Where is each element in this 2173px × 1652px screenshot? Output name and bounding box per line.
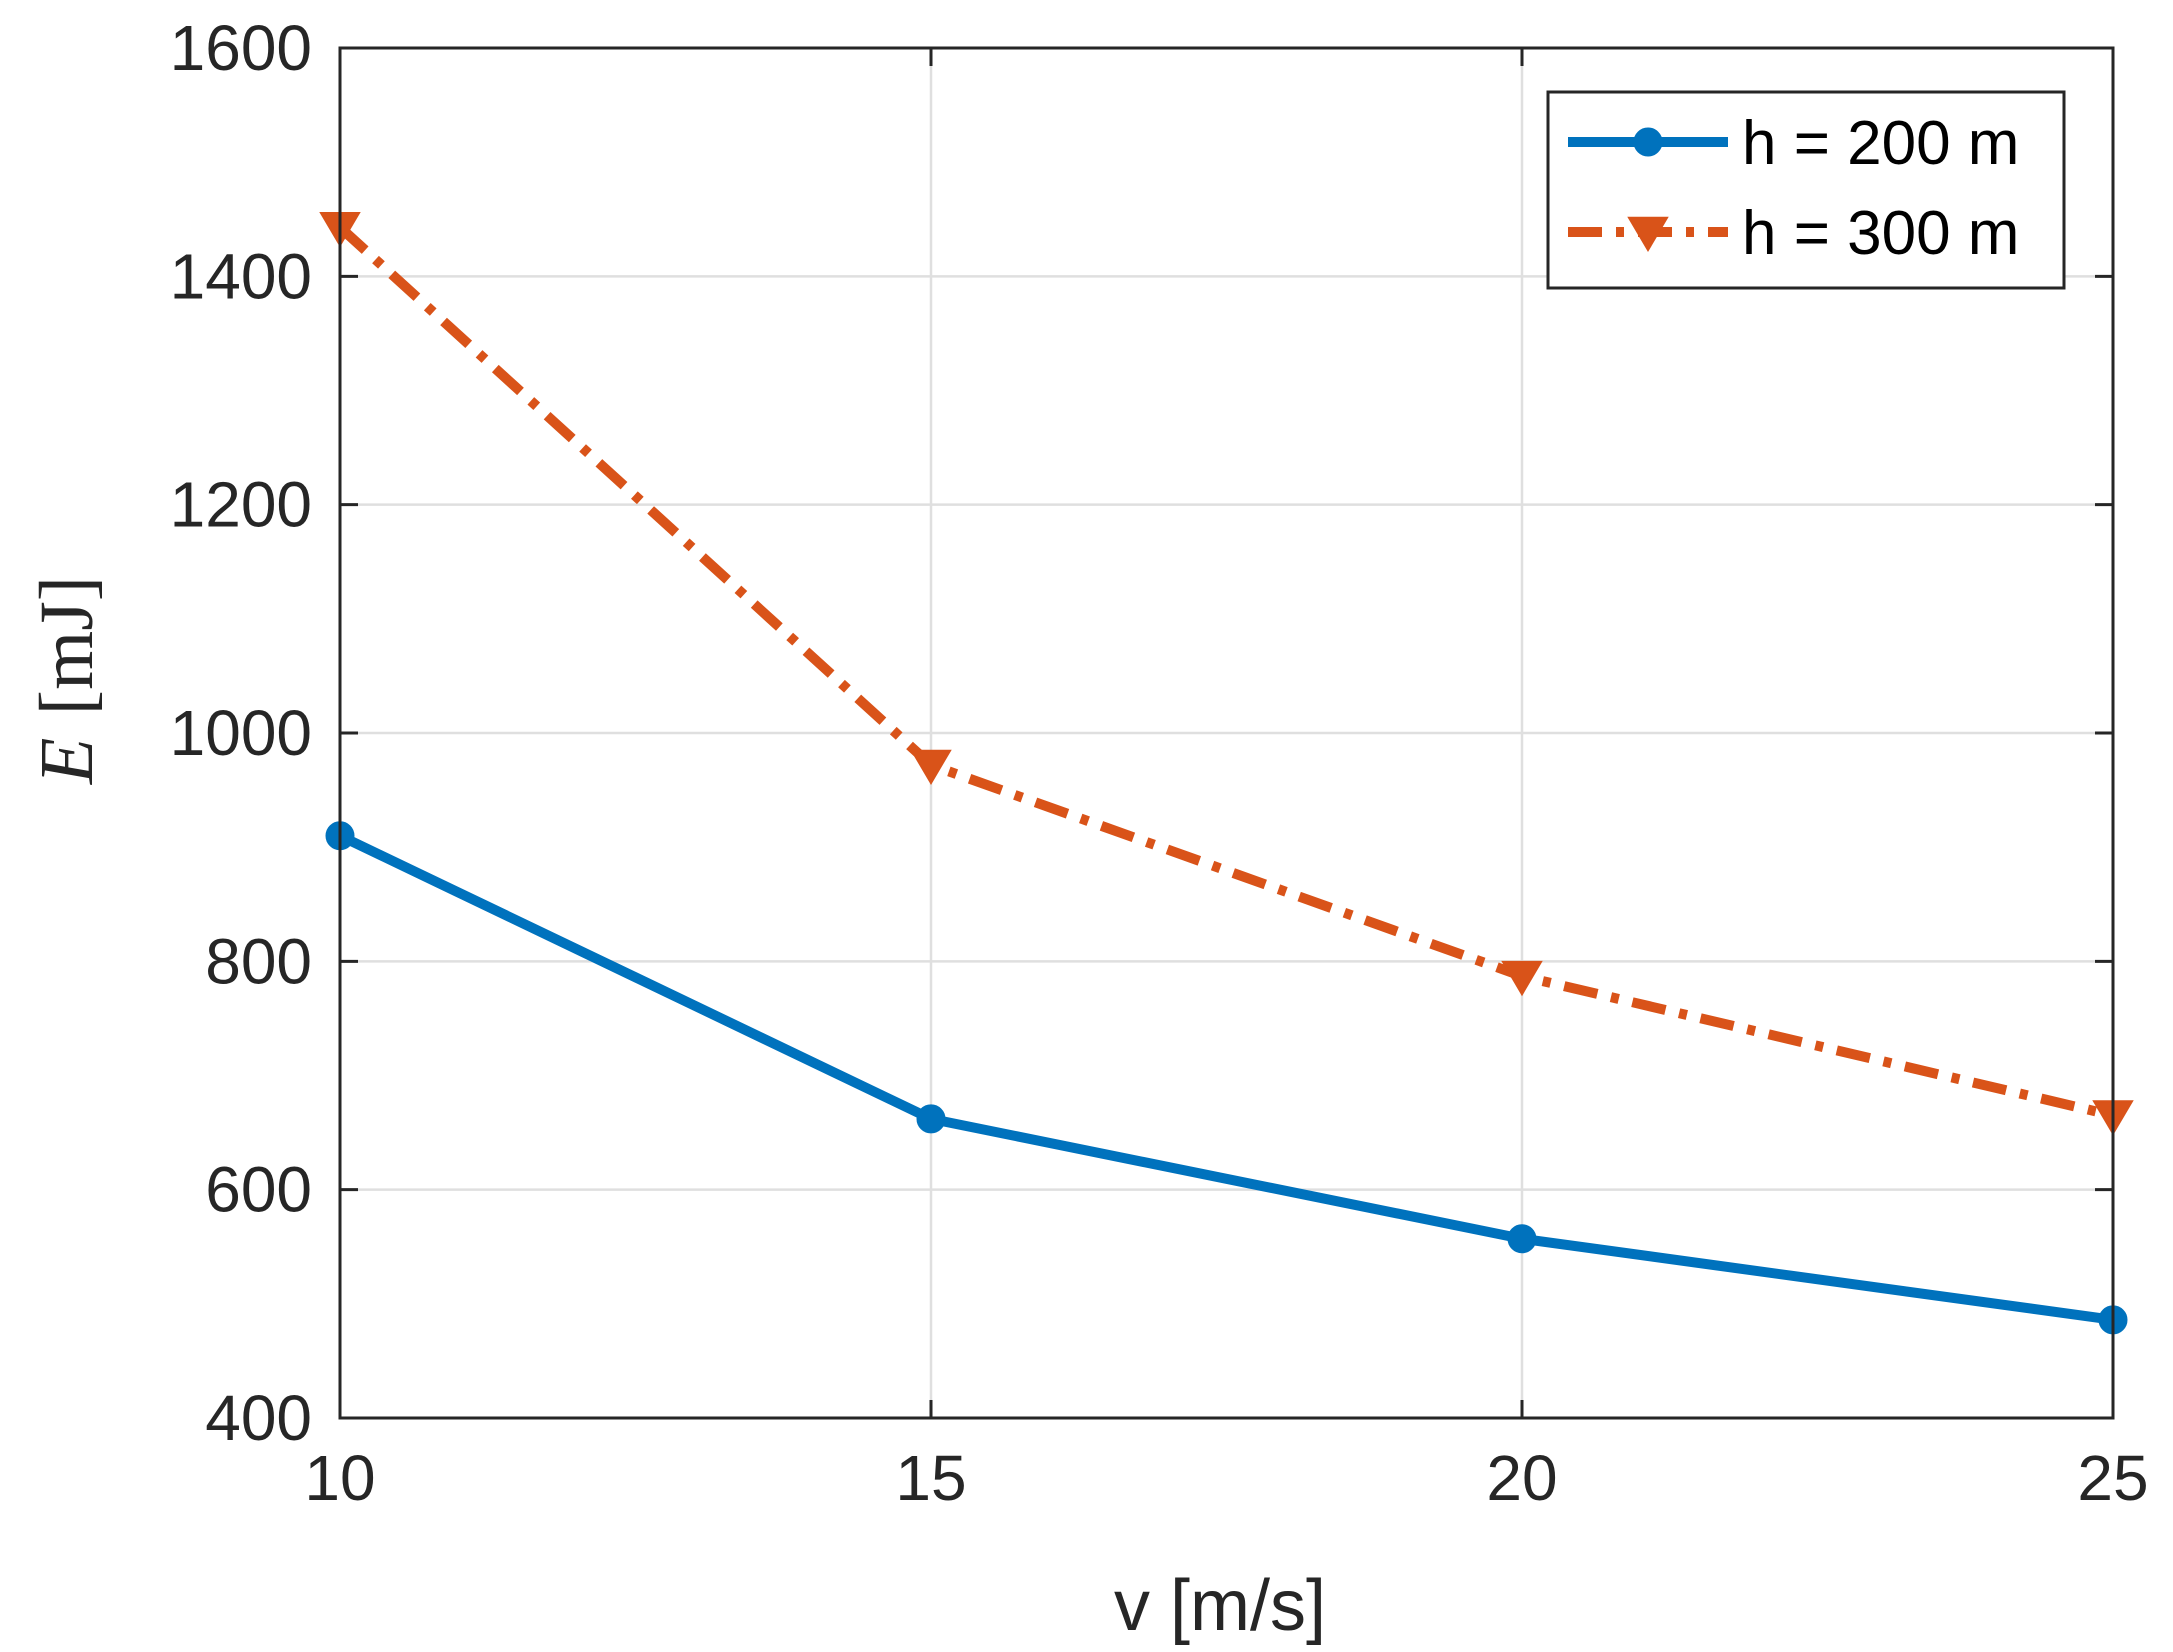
y-tick-label: 1600 xyxy=(170,12,312,84)
legend-box xyxy=(1546,90,2066,290)
y-tick-label: 400 xyxy=(205,1382,312,1454)
legend-item: h = 300 m xyxy=(1568,199,2019,268)
y-axis-title: E [mJ] xyxy=(25,576,109,785)
y-tick-label: 800 xyxy=(205,925,312,997)
x-tick-label: 10 xyxy=(304,1442,375,1514)
legend-marker xyxy=(1633,127,1663,157)
series-line xyxy=(337,831,2114,1325)
series-line xyxy=(336,223,2115,1121)
y-tick-labels: 400 600 800 1000 1200 1400 1600 xyxy=(170,12,312,1454)
data-point xyxy=(1507,1224,1537,1254)
legend: h = 200 m h = 300 m xyxy=(1546,90,2066,290)
data-point xyxy=(1501,960,1543,997)
y-tick-label: 1200 xyxy=(170,469,312,541)
x-tick-labels: 10 15 20 25 xyxy=(304,1442,2148,1514)
data-point xyxy=(916,1104,946,1134)
legend-label: h = 200 m xyxy=(1742,109,2019,178)
legend-label: h = 300 m xyxy=(1742,199,2019,268)
y-axis-unit: [mJ] xyxy=(25,576,109,715)
x-tick-label: 15 xyxy=(895,1442,966,1514)
y-axis-symbol: E xyxy=(25,738,109,785)
data-point xyxy=(910,749,952,785)
y-tick-label: 1000 xyxy=(170,697,312,769)
legend-items: h = 200 m h = 300 m xyxy=(1568,109,2019,268)
x-tick-label: 25 xyxy=(2077,1442,2148,1514)
x-tick-label: 20 xyxy=(1486,1442,1557,1514)
axes-box xyxy=(338,46,2115,1420)
y-tick-label: 1400 xyxy=(170,240,312,312)
x-axis-title: v [m/s] xyxy=(1114,1566,1326,1646)
legend-item: h = 200 m xyxy=(1568,109,2019,178)
y-tick-label: 600 xyxy=(205,1154,312,1226)
legend-marker xyxy=(1627,216,1669,253)
